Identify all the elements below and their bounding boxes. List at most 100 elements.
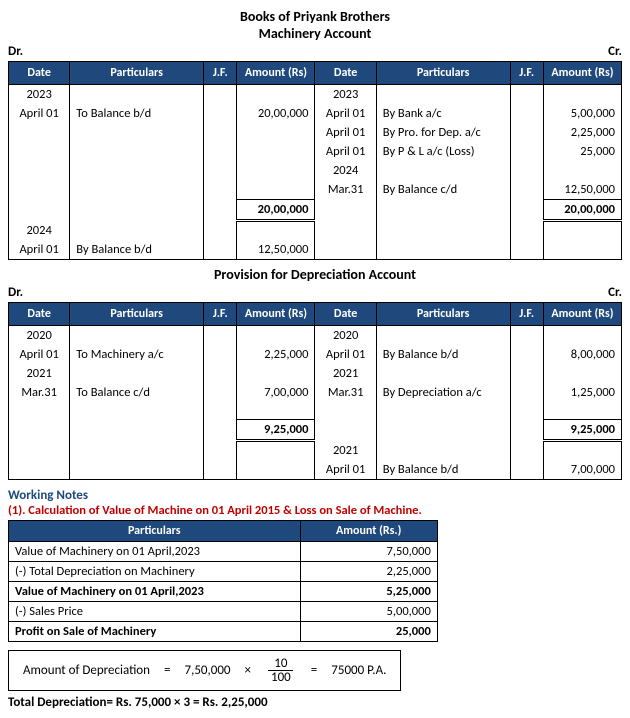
amount: 8,00,000 bbox=[543, 345, 621, 364]
table-row: Value of Machinery on 01 April,20235,25,… bbox=[9, 581, 438, 601]
year: 2021 bbox=[315, 441, 376, 460]
particulars: Value of Machinery on 01 April,2023 bbox=[9, 541, 301, 561]
date: April 01 bbox=[315, 104, 376, 123]
amount: 7,50,000 bbox=[300, 541, 437, 561]
numerator: 10 bbox=[268, 657, 293, 671]
col-part: Particulars bbox=[70, 302, 204, 325]
year: 2021 bbox=[315, 364, 376, 383]
table-row: 2021 bbox=[9, 441, 622, 460]
header-row: Particulars Amount (Rs.) bbox=[9, 520, 438, 541]
dr-label: Dr. bbox=[8, 44, 23, 59]
col-date: Date bbox=[9, 302, 70, 325]
col-amt: Amount (Rs.) bbox=[300, 520, 437, 541]
col-part: Particulars bbox=[70, 62, 204, 85]
particulars: (-) Total Depreciation on Machinery bbox=[9, 561, 301, 581]
amount: 12,50,000 bbox=[237, 240, 315, 260]
particulars: To Machinery a/c bbox=[70, 345, 204, 364]
total: 9,25,000 bbox=[543, 420, 621, 441]
date: April 01 bbox=[315, 345, 376, 364]
amount: 2,25,000 bbox=[300, 561, 437, 581]
date: April 01 bbox=[9, 345, 70, 364]
table-row: April 01 By Pro. for Dep. a/c 2,25,000 bbox=[9, 123, 622, 142]
particulars: (-) Sales Price bbox=[9, 601, 301, 621]
amount: 2,25,000 bbox=[237, 345, 315, 364]
amount: 2,25,000 bbox=[543, 123, 621, 142]
account1-title: Machinery Account bbox=[8, 25, 622, 42]
formula-label: Amount of Depreciation bbox=[23, 663, 150, 678]
total-row: 9,25,000 9,25,000 bbox=[9, 420, 622, 441]
particulars: By Balance b/d bbox=[376, 460, 510, 480]
year: 2024 bbox=[315, 161, 376, 180]
date: Mar.31 bbox=[9, 383, 70, 402]
year: 2023 bbox=[315, 85, 376, 105]
table-row: April 01 By Balance b/d 12,50,000 bbox=[9, 240, 622, 260]
col-date: Date bbox=[9, 62, 70, 85]
table-row: (-) Sales Price5,00,000 bbox=[9, 601, 438, 621]
base-value: 7,50,000 bbox=[184, 663, 230, 678]
particulars: Value of Machinery on 01 April,2023 bbox=[9, 581, 301, 601]
amount: 7,00,000 bbox=[237, 383, 315, 402]
year: 2023 bbox=[9, 85, 70, 105]
date: Mar.31 bbox=[315, 180, 376, 200]
table-row bbox=[9, 402, 622, 420]
amount: 20,00,000 bbox=[237, 104, 315, 123]
particulars: To Balance b/d bbox=[70, 104, 204, 123]
particulars: By Bank a/c bbox=[376, 104, 510, 123]
table-row: 2024 bbox=[9, 221, 622, 240]
working-notes-title: Working Notes bbox=[8, 488, 622, 503]
total-row: 20,00,000 20,00,000 bbox=[9, 200, 622, 221]
account2-title: Provision for Depreciation Account bbox=[8, 266, 622, 283]
particulars: By Balance b/d bbox=[376, 345, 510, 364]
table-row: April 01 To Machinery a/c 2,25,000 April… bbox=[9, 345, 622, 364]
amount: 5,25,000 bbox=[300, 581, 437, 601]
particulars: By Pro. for Dep. a/c bbox=[376, 123, 510, 142]
amount: 12,50,000 bbox=[543, 180, 621, 200]
col-date: Date bbox=[315, 62, 376, 85]
table-row: 2023 2023 bbox=[9, 85, 622, 105]
denominator: 100 bbox=[265, 671, 297, 684]
date: April 01 bbox=[315, 142, 376, 161]
amount: 25,000 bbox=[543, 142, 621, 161]
equals: = bbox=[311, 663, 317, 678]
table-row: Value of Machinery on 01 April,20237,50,… bbox=[9, 541, 438, 561]
multiply: × bbox=[245, 663, 251, 678]
amount: 7,00,000 bbox=[543, 460, 621, 480]
date: April 01 bbox=[9, 240, 70, 260]
total: 20,00,000 bbox=[237, 200, 315, 221]
machinery-ledger: Date Particulars J.F. Amount (Rs) Date P… bbox=[8, 61, 622, 260]
working-notes-sub: (1). Calculation of Value of Machine on … bbox=[8, 503, 622, 518]
total: 20,00,000 bbox=[543, 200, 621, 221]
col-amt: Amount (Rs) bbox=[237, 302, 315, 325]
particulars: Profit on Sale of Machinery bbox=[9, 621, 301, 641]
fraction: 10 100 bbox=[265, 657, 297, 684]
col-amt: Amount (Rs) bbox=[543, 62, 621, 85]
particulars: By Balance c/d bbox=[376, 180, 510, 200]
table-row: 2020 2020 bbox=[9, 325, 622, 345]
total: 9,25,000 bbox=[237, 420, 315, 441]
particulars: By Depreciation a/c bbox=[376, 383, 510, 402]
col-date: Date bbox=[315, 302, 376, 325]
date: Mar.31 bbox=[315, 383, 376, 402]
amount: 5,00,000 bbox=[543, 104, 621, 123]
header-row: Date Particulars J.F. Amount (Rs) Date P… bbox=[9, 62, 622, 85]
table-row: Profit on Sale of Machinery25,000 bbox=[9, 621, 438, 641]
depreciation-formula: Amount of Depreciation = 7,50,000 × 10 1… bbox=[8, 650, 401, 691]
cr-label: Cr. bbox=[608, 285, 622, 300]
year: 2020 bbox=[9, 325, 70, 345]
col-jf: J.F. bbox=[204, 62, 237, 85]
books-title: Books of Priyank Brothers bbox=[8, 8, 622, 25]
total-depreciation: Total Depreciation= Rs. 75,000 × 3 = Rs.… bbox=[8, 695, 622, 710]
amount: 25,000 bbox=[300, 621, 437, 641]
col-part: Particulars bbox=[376, 62, 510, 85]
working-table: Particulars Amount (Rs.) Value of Machin… bbox=[8, 520, 438, 642]
col-amt: Amount (Rs) bbox=[543, 302, 621, 325]
col-jf: J.F. bbox=[204, 302, 237, 325]
table-row: Mar.31 To Balance c/d 7,00,000 Mar.31 By… bbox=[9, 383, 622, 402]
date: April 01 bbox=[315, 123, 376, 142]
dr-label: Dr. bbox=[8, 285, 23, 300]
table-row: 2021 2021 bbox=[9, 364, 622, 383]
header-row: Date Particulars J.F. Amount (Rs) Date P… bbox=[9, 302, 622, 325]
particulars: By Balance b/d bbox=[70, 240, 204, 260]
year: 2021 bbox=[9, 364, 70, 383]
equals: = bbox=[164, 663, 170, 678]
